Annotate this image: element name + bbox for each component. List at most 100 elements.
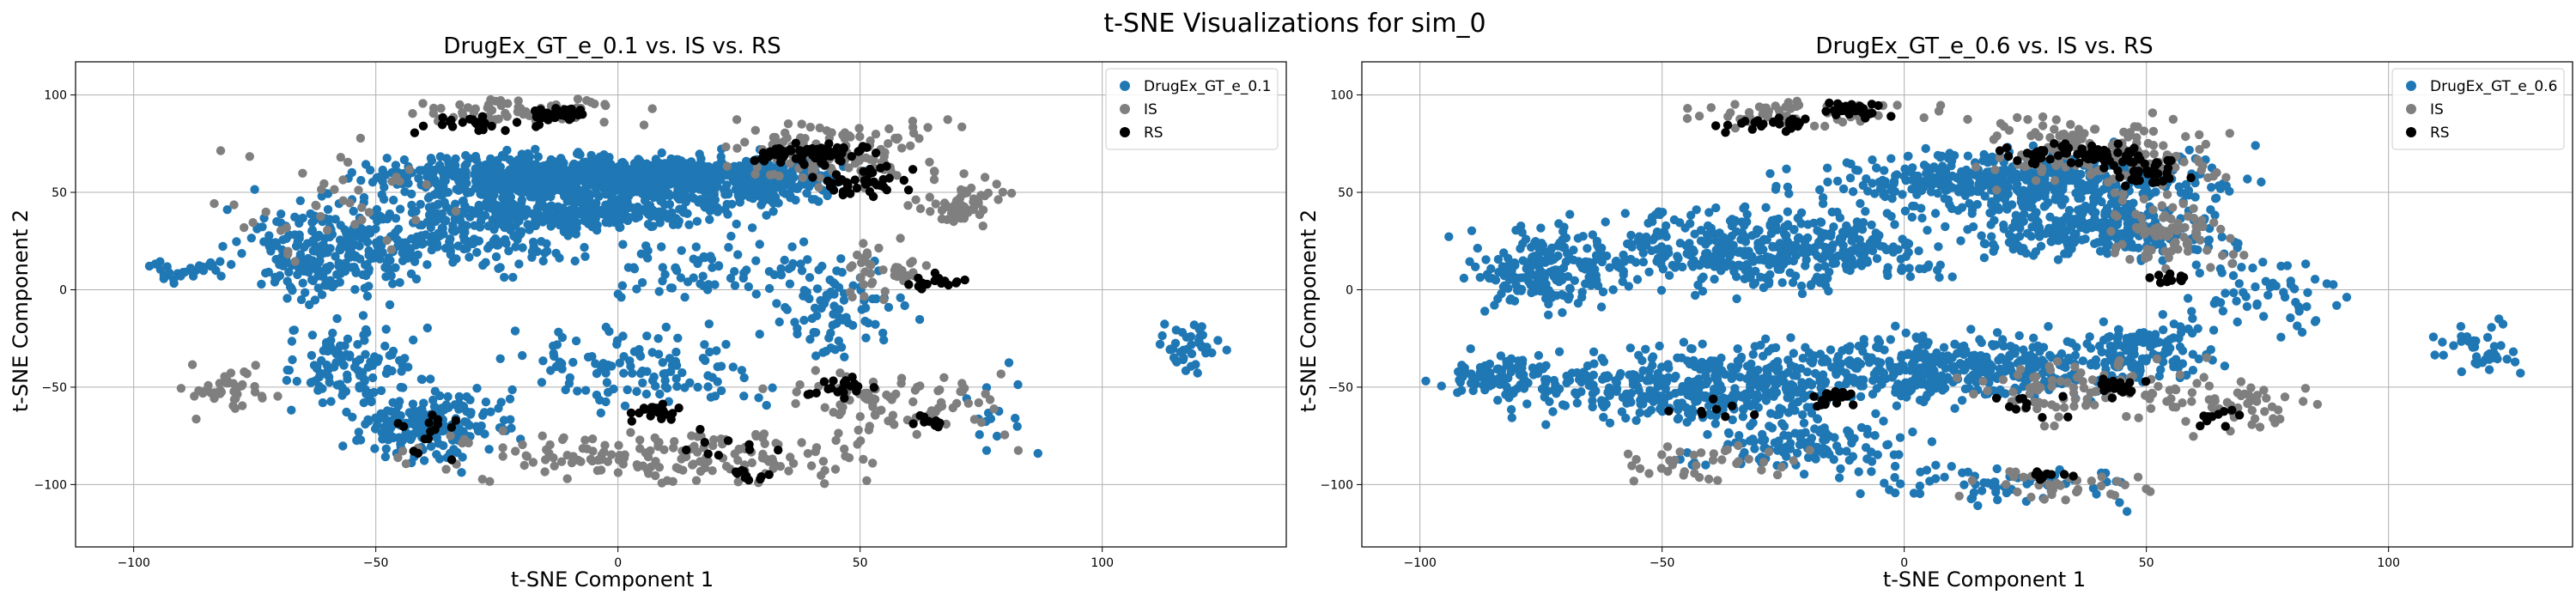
data-point (880, 287, 890, 296)
data-point (643, 452, 653, 462)
data-point (528, 192, 538, 202)
data-point (276, 209, 286, 219)
data-point (362, 230, 372, 240)
data-point (2207, 183, 2216, 192)
data-point (2079, 185, 2089, 196)
data-point (721, 339, 731, 349)
data-point (368, 251, 377, 261)
data-point (703, 449, 713, 458)
data-point (1835, 213, 1845, 222)
data-point (1828, 240, 1838, 250)
data-point (340, 225, 349, 234)
data-point (774, 446, 783, 455)
data-point (1013, 446, 1024, 455)
data-point (696, 424, 705, 434)
data-point (273, 392, 283, 401)
data-point (155, 264, 165, 274)
data-point (892, 135, 902, 144)
data-point (1780, 222, 1789, 232)
data-point (952, 197, 962, 208)
data-point (2010, 217, 2020, 227)
data-point (769, 198, 778, 208)
data-point (1982, 167, 1992, 177)
data-point (215, 379, 224, 388)
data-point (537, 378, 547, 387)
data-point (1978, 156, 1988, 166)
data-point (216, 271, 226, 281)
data-point (1558, 291, 1569, 300)
data-point (2002, 204, 2012, 214)
data-point (245, 152, 254, 161)
data-point (1788, 278, 1798, 288)
data-point (1548, 407, 1558, 416)
data-point (860, 303, 871, 313)
data-point (1680, 223, 1690, 233)
data-point (853, 250, 862, 260)
data-point (733, 456, 743, 465)
data-point (884, 124, 894, 134)
data-point (673, 333, 683, 343)
data-point (426, 154, 436, 163)
data-point (632, 284, 641, 294)
data-point (868, 167, 878, 178)
data-point (758, 384, 768, 393)
data-point (330, 185, 339, 194)
data-point (1797, 288, 1807, 299)
data-point (855, 131, 865, 142)
data-point (665, 283, 676, 293)
data-point (1824, 231, 1833, 240)
data-point (598, 359, 608, 368)
data-point (1822, 163, 1832, 173)
data-point (194, 261, 204, 270)
data-point (568, 357, 578, 367)
data-point (1784, 189, 1794, 198)
data-point (1777, 278, 1787, 288)
data-point (391, 161, 401, 170)
data-point (580, 252, 590, 261)
data-point (1171, 325, 1182, 335)
data-point (1989, 240, 1998, 249)
data-point (434, 228, 443, 238)
data-point (534, 179, 544, 188)
data-point (814, 197, 823, 206)
data-point (1704, 208, 1714, 217)
data-point (264, 242, 274, 252)
data-point (803, 390, 812, 399)
data-point (799, 286, 809, 295)
data-point (583, 180, 593, 190)
data-point (865, 422, 874, 431)
data-point (295, 218, 304, 228)
data-point (720, 190, 730, 199)
data-point (645, 201, 655, 210)
data-point (949, 216, 958, 227)
figure-title: t-SNE Visualizations for sim_0 (1103, 9, 1485, 39)
data-point (1943, 195, 1953, 204)
data-point (998, 187, 1008, 197)
data-point (364, 264, 374, 274)
data-point (852, 183, 862, 193)
data-point (999, 430, 1010, 440)
data-point (1518, 256, 1528, 265)
data-point (1516, 284, 1527, 294)
data-point (655, 162, 665, 172)
data-point (246, 234, 256, 243)
data-point (508, 272, 518, 282)
data-point (739, 392, 749, 401)
data-point (237, 249, 246, 258)
data-point (686, 157, 696, 167)
data-point (1858, 180, 1868, 191)
data-point (1868, 240, 1878, 250)
data-point (386, 245, 397, 254)
data-point (282, 375, 292, 385)
data-point (959, 169, 969, 179)
data-point (627, 173, 636, 182)
y-tick-label: 50 (52, 186, 67, 200)
data-point (592, 189, 601, 198)
data-point (560, 191, 569, 201)
data-point (287, 337, 297, 346)
data-point (782, 305, 792, 314)
data-point (556, 160, 566, 169)
data-point (370, 444, 380, 453)
data-point (356, 175, 366, 185)
data-point (840, 134, 849, 143)
